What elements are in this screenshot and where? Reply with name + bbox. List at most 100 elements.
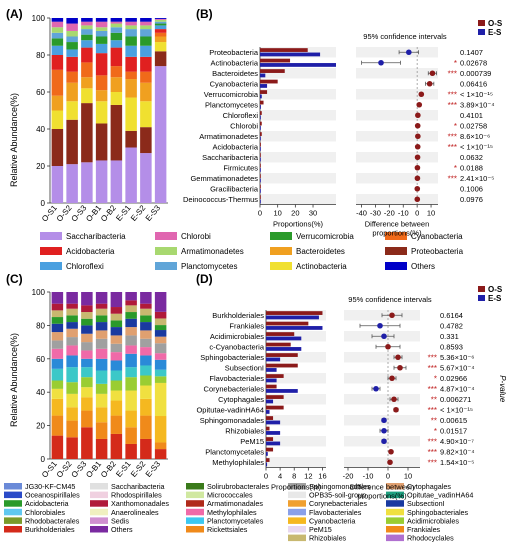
stacked-bar-segment bbox=[140, 21, 152, 26]
stacked-bar-segment bbox=[154, 325, 167, 331]
difference-point bbox=[414, 154, 421, 161]
legend-label: Frankiales bbox=[407, 525, 441, 534]
stacked-bar-segment bbox=[95, 292, 108, 304]
legend-swatch bbox=[4, 491, 22, 499]
proportion-bar-e bbox=[266, 347, 302, 351]
difference-point bbox=[381, 333, 387, 340]
row-band bbox=[260, 68, 336, 79]
legend-label: Armatimonadetes bbox=[181, 247, 244, 256]
proportion-bar-e bbox=[266, 410, 270, 414]
stacked-bar-segment bbox=[51, 310, 64, 318]
legend-swatch bbox=[155, 262, 177, 270]
legend-label: Sphingobacteriales bbox=[407, 508, 469, 517]
stacked-bar-segment bbox=[66, 355, 78, 368]
legend-swatch bbox=[90, 500, 108, 507]
stacked-bar-segment bbox=[154, 382, 167, 417]
proportion-bar-o bbox=[260, 111, 262, 115]
stacked-bar-segment bbox=[95, 407, 108, 423]
proportion-bar-o bbox=[260, 132, 262, 136]
category-label: Armatimonadetes bbox=[199, 132, 258, 141]
row-band bbox=[356, 68, 438, 79]
stacked-bar-segment bbox=[140, 315, 152, 323]
stacked-bar-segment bbox=[125, 443, 137, 459]
stacked-bar-segment bbox=[95, 338, 108, 349]
legend-swatch bbox=[385, 232, 407, 240]
extended-error-bar-chart-d: O-SE-S 95% confidence intervals 0 4 8 12 16 -20… bbox=[196, 285, 506, 501]
proportion-bar-o bbox=[260, 58, 291, 63]
difference-point bbox=[381, 438, 387, 445]
stacked-bar-chart-c: 020406080100O-S1O-S2O-S3O-B1O-B2E-S1E-S2… bbox=[32, 288, 168, 480]
row-band bbox=[344, 352, 420, 363]
legend-swatch bbox=[90, 526, 108, 533]
proportion-bar-e bbox=[260, 147, 261, 151]
significance-stars: *** bbox=[428, 458, 437, 467]
category-label: Bacteroidetes bbox=[212, 69, 258, 78]
x-tick-label: O-B2 bbox=[99, 459, 118, 480]
stacked-bar-segment bbox=[51, 415, 64, 436]
significance-stars: * bbox=[454, 164, 457, 173]
x-axis-label: Difference between bbox=[365, 220, 430, 229]
y-tick-label: 20 bbox=[36, 162, 45, 171]
p-value: 0.02758 bbox=[460, 122, 487, 131]
x-tick-label: O-S2 bbox=[55, 203, 74, 224]
legend-swatch bbox=[288, 491, 306, 499]
stacked-bar-segment bbox=[66, 393, 78, 408]
proportion-bar-e bbox=[266, 452, 268, 456]
legend-swatch bbox=[90, 508, 108, 516]
row-band bbox=[356, 152, 438, 163]
legend-label: Others bbox=[411, 262, 435, 271]
legend-swatch bbox=[155, 232, 177, 240]
legend-label: Flavobacteriales bbox=[309, 508, 362, 517]
row-band bbox=[260, 47, 336, 58]
legend-swatch bbox=[386, 483, 404, 490]
category-label: Firmicutes bbox=[223, 164, 258, 173]
difference-point bbox=[426, 80, 433, 87]
stacked-bar-segment bbox=[110, 390, 123, 401]
category-label: Opitutae-vadinHA64 bbox=[196, 406, 264, 415]
legend-swatch bbox=[288, 500, 306, 507]
panel-label-b: (B) bbox=[196, 7, 213, 21]
stacked-bar-segment bbox=[95, 36, 108, 44]
stacked-bar-segment bbox=[125, 71, 137, 80]
stacked-bar-segment bbox=[66, 30, 78, 37]
stacked-bar-chart-a: 020406080100O-S1O-S2O-S3O-B1O-B2E-S1E-S2… bbox=[32, 14, 168, 224]
legend-swatch bbox=[288, 526, 306, 533]
stacked-bar-segment bbox=[110, 360, 123, 371]
stacked-bar-segment bbox=[110, 343, 123, 353]
proportion-bar-e bbox=[260, 52, 321, 57]
category-label: c-Cyanobacteria bbox=[209, 343, 264, 352]
difference-point bbox=[393, 406, 399, 413]
stacked-bar-segment bbox=[95, 358, 108, 371]
stacked-bar-segment bbox=[81, 342, 93, 351]
stacked-bar-segment bbox=[95, 438, 108, 459]
row-band bbox=[266, 352, 326, 363]
proportion-bar-o bbox=[260, 163, 261, 168]
stacked-bar-segment bbox=[125, 79, 137, 98]
row-band bbox=[266, 436, 326, 447]
stacked-bar-segment bbox=[140, 29, 152, 37]
significance-stars: *** bbox=[428, 406, 437, 415]
p-value: 1.54×10⁻⁵ bbox=[440, 458, 474, 467]
stacked-bar-segment bbox=[95, 75, 108, 91]
legend-label: Rhodospirillales bbox=[111, 491, 162, 500]
stacked-bar-segment bbox=[95, 315, 108, 323]
legend-swatch bbox=[186, 483, 204, 490]
x-tick-label: -40 bbox=[356, 209, 367, 218]
category-label: Sphingobacteriales bbox=[200, 353, 264, 362]
legend-swatch bbox=[270, 247, 292, 255]
stacked-bar-segment bbox=[140, 385, 152, 399]
stacked-bar-segment bbox=[66, 382, 78, 394]
proportion-bar-o bbox=[266, 353, 298, 357]
category-label: Saccharibacteria bbox=[202, 153, 259, 162]
y-tick-label: 60 bbox=[36, 355, 45, 364]
stacked-bar-segment bbox=[81, 350, 93, 359]
x-tick-label: 8 bbox=[292, 472, 296, 481]
stacked-bar-segment bbox=[140, 101, 152, 128]
x-axis-label: proportions(%) bbox=[357, 492, 407, 501]
proportion-bar-o bbox=[266, 363, 298, 368]
proportion-bar-e bbox=[260, 189, 261, 193]
stacked-bar-segment bbox=[81, 410, 93, 428]
legend-label: Methylophilales bbox=[207, 508, 257, 517]
proportion-bar-o bbox=[266, 311, 323, 315]
stacked-bar-segment bbox=[110, 320, 123, 328]
